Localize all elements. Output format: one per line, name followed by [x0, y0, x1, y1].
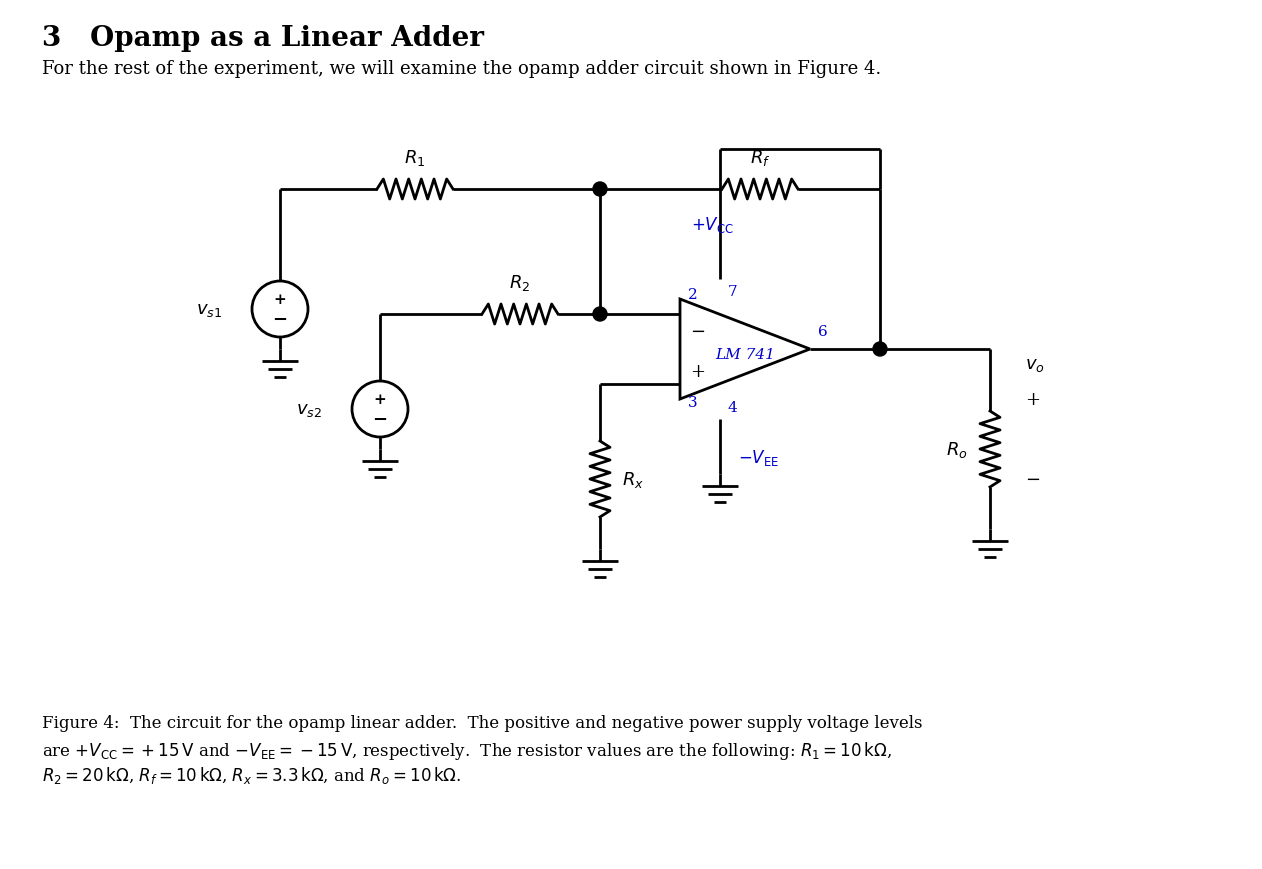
Text: are $+V_{\rm CC} = +15\,{\rm V}$ and $-V_{\rm EE} = -15\,{\rm V}$, respectively.: are $+V_{\rm CC} = +15\,{\rm V}$ and $-V…	[42, 740, 892, 761]
Text: +: +	[1025, 390, 1040, 408]
Text: $-V_{\rm EE}$: $-V_{\rm EE}$	[738, 448, 779, 468]
Text: 3: 3	[688, 395, 698, 409]
Text: $R_f$: $R_f$	[750, 148, 770, 168]
Text: −: −	[273, 310, 288, 328]
Text: $v_{s2}$: $v_{s2}$	[297, 401, 322, 419]
Text: −: −	[690, 322, 705, 341]
Text: 6: 6	[818, 325, 828, 339]
Text: +: +	[374, 393, 386, 407]
Text: $R_o$: $R_o$	[946, 440, 968, 460]
Text: $R_x$: $R_x$	[622, 469, 644, 489]
Text: −: −	[1025, 470, 1040, 488]
Text: $v_{s1}$: $v_{s1}$	[196, 301, 222, 319]
Text: 7: 7	[728, 285, 737, 299]
Circle shape	[593, 308, 607, 322]
Circle shape	[873, 342, 887, 356]
Text: $R_2 = 20\,{\rm k}\Omega$, $R_f = 10\,{\rm k}\Omega$, $R_x = 3.3\,{\rm k}\Omega$: $R_2 = 20\,{\rm k}\Omega$, $R_f = 10\,{\…	[42, 764, 462, 785]
Text: $v_o$: $v_o$	[1025, 355, 1045, 374]
Text: $+V_{\rm CC}$: $+V_{\rm CC}$	[690, 215, 733, 235]
Text: $R_2$: $R_2$	[510, 273, 530, 293]
Text: +: +	[274, 293, 286, 307]
Text: 4: 4	[728, 401, 738, 415]
Text: $R_1$: $R_1$	[404, 148, 425, 168]
Circle shape	[593, 182, 607, 196]
Text: For the rest of the experiment, we will examine the opamp adder circuit shown in: For the rest of the experiment, we will …	[42, 60, 881, 78]
Text: LM 741: LM 741	[716, 348, 775, 362]
Text: +: +	[690, 362, 705, 381]
Text: 2: 2	[688, 288, 698, 302]
Text: 3   Opamp as a Linear Adder: 3 Opamp as a Linear Adder	[42, 25, 485, 52]
Text: −: −	[372, 410, 387, 428]
Text: Figure 4:  The circuit for the opamp linear adder.  The positive and negative po: Figure 4: The circuit for the opamp line…	[42, 714, 923, 731]
